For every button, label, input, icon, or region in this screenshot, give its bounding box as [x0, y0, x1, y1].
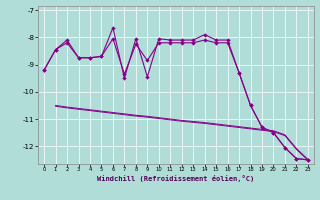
X-axis label: Windchill (Refroidissement éolien,°C): Windchill (Refroidissement éolien,°C) [97, 175, 255, 182]
